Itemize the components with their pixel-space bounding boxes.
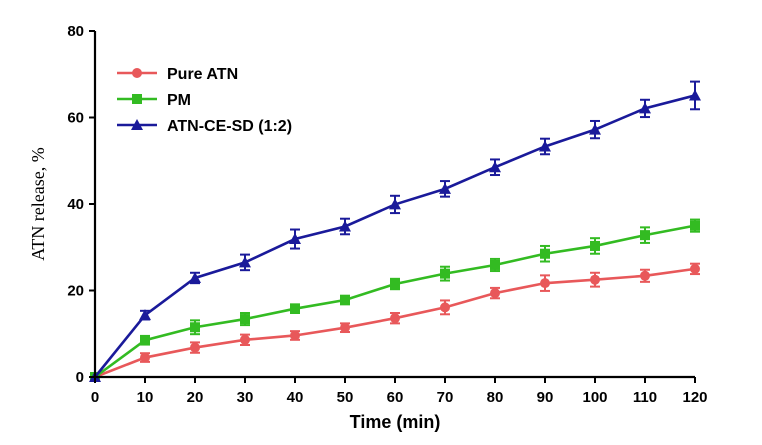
- y-tick-label: 60: [67, 110, 84, 127]
- data-point: [290, 330, 300, 341]
- legend-item-1: PM: [117, 92, 191, 109]
- data-point: [489, 161, 501, 173]
- data-point: [339, 220, 351, 232]
- data-point: [540, 248, 550, 259]
- plot-area: [89, 80, 701, 382]
- data-point: [439, 182, 451, 194]
- ticks: 0 10 20 30 40 50 60 70 80 90 100 110 120 0 20 40 60 80: [67, 23, 707, 406]
- x-tick-label: 20: [187, 389, 204, 406]
- x-tick-label: 10: [137, 389, 154, 406]
- x-tick-label: 90: [537, 389, 554, 406]
- series-line: [94, 224, 696, 379]
- legend-marker: [132, 68, 142, 78]
- y-tick-label: 0: [76, 369, 84, 386]
- data-point: [140, 335, 150, 346]
- x-axis-title: Time (min): [350, 412, 441, 432]
- legend: Pure ATN PM ATN-CE-SD (1:2): [117, 66, 292, 135]
- data-point: [289, 233, 301, 245]
- data-point: [690, 220, 700, 231]
- data-point: [640, 270, 650, 281]
- data-point: [640, 230, 650, 241]
- data-point: [290, 303, 300, 314]
- data-point: [340, 295, 350, 306]
- x-tick-label: 60: [387, 389, 404, 406]
- data-point: [240, 314, 250, 325]
- legend-label: PM: [167, 92, 191, 109]
- x-tick-label: 70: [437, 389, 454, 406]
- y-axis-title: ATN release, %: [28, 147, 48, 260]
- data-point: [390, 279, 400, 290]
- data-point: [490, 288, 500, 299]
- legend-marker: [131, 119, 143, 130]
- data-point: [189, 271, 201, 283]
- x-tick-label: 40: [287, 389, 304, 406]
- data-point: [639, 102, 651, 114]
- legend-label: Pure ATN: [167, 66, 238, 83]
- data-point: [440, 268, 450, 279]
- data-point: [539, 140, 551, 152]
- data-point: [440, 302, 450, 313]
- data-point: [590, 274, 600, 285]
- data-point: [340, 322, 350, 333]
- legend-item-2: ATN-CE-SD (1:2): [117, 118, 292, 135]
- x-tick-label: 120: [682, 389, 707, 406]
- series-2: [89, 80, 701, 382]
- data-point: [689, 89, 701, 101]
- data-point: [589, 123, 601, 135]
- y-tick-label: 80: [67, 23, 84, 40]
- legend-marker: [132, 94, 142, 104]
- data-point: [139, 309, 151, 321]
- data-point: [540, 278, 550, 289]
- x-tick-label: 0: [91, 389, 99, 406]
- x-tick-label: 30: [237, 389, 254, 406]
- x-tick-label: 80: [487, 389, 504, 406]
- y-tick-label: 40: [67, 196, 84, 213]
- x-tick-label: 100: [582, 389, 607, 406]
- x-tick-label: 110: [633, 389, 657, 406]
- data-point: [240, 334, 250, 345]
- data-point: [390, 313, 400, 324]
- y-tick-label: 20: [67, 283, 84, 300]
- data-point: [389, 198, 401, 210]
- series-line: [93, 94, 696, 378]
- legend-label: ATN-CE-SD (1:2): [167, 118, 292, 135]
- x-tick-label: 50: [337, 389, 354, 406]
- series-1: [90, 218, 700, 382]
- data-point: [190, 342, 200, 353]
- data-point: [690, 263, 700, 274]
- data-point: [190, 322, 200, 333]
- data-point: [239, 256, 251, 268]
- legend-item-0: Pure ATN: [117, 66, 238, 83]
- data-point: [590, 240, 600, 251]
- data-point: [140, 352, 150, 363]
- data-point: [490, 259, 500, 270]
